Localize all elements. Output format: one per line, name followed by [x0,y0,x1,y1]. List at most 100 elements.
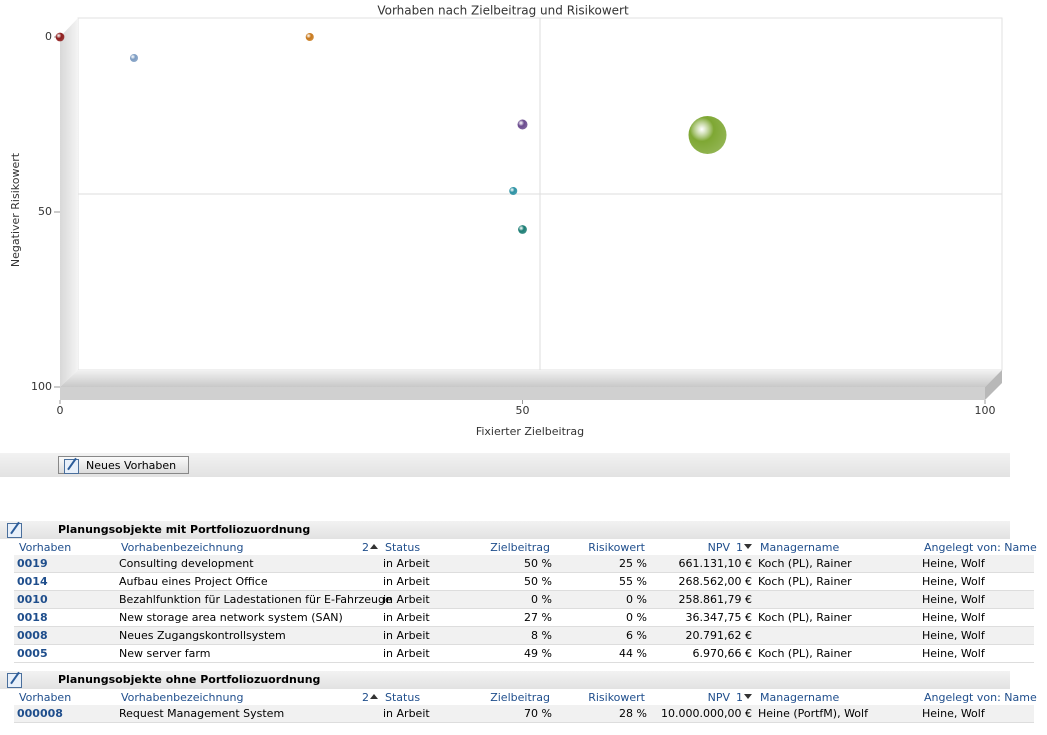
table-cell: in Arbeit [383,611,430,624]
section-bar [0,671,1010,689]
button-label: Neues Vorhaben [86,459,177,472]
column-header[interactable]: Status [385,691,421,704]
bubble [55,32,65,42]
table-cell: Koch (PL), Rainer [758,557,852,570]
column-header[interactable]: Risikowert [588,541,645,554]
project-link[interactable]: 0008 [17,629,48,642]
table-cell: Heine, Wolf [922,647,985,660]
table-cell: Bezahlfunktion für Ladestationen für E-F… [119,593,392,606]
section-icon [7,523,22,538]
table-cell: 55 % [619,575,647,588]
table-cell: 8 % [531,629,552,642]
table-cell: 0 % [626,593,647,606]
section-icon [7,673,22,688]
table-cell: Heine, Wolf [922,557,985,570]
table-cell: Neues Zugangskontrollsystem [119,629,286,642]
table-cell: Koch (PL), Rainer [758,575,852,588]
y-tick-label: 50 [38,205,52,218]
project-link[interactable]: 0010 [17,593,48,606]
column-header[interactable]: Vorhabenbezeichnung [121,541,244,554]
column-header[interactable]: NPV [707,691,730,704]
table-cell: Heine, Wolf [922,707,985,720]
sort-arrow [744,694,752,699]
plot-floor-side [985,370,1002,400]
table-cell: New storage area network system (SAN) [119,611,343,624]
column-header[interactable]: Managername [760,541,840,554]
table-cell: 70 % [524,707,552,720]
project-link[interactable]: 0014 [17,575,48,588]
plot-left-wall [60,18,78,387]
y-tick-label: 100 [31,380,52,393]
table-cell: Consulting development [119,557,254,570]
y-tick-label: 0 [45,30,52,43]
sort-rank: 2 [362,541,369,554]
column-header[interactable]: Zielbeitrag [490,691,550,704]
table-cell: 27 % [524,611,552,624]
table-cell: Request Management System [119,707,285,720]
column-header[interactable]: Status [385,541,421,554]
table-cell: 6.970,66 € [692,647,752,660]
column-header[interactable]: Zielbeitrag [490,541,550,554]
bubble [688,116,727,154]
table-cell: in Arbeit [383,575,430,588]
table-cell: 268.562,00 € [678,575,752,588]
chart-title: Vorhaben nach Zielbeitrag und Risikowert [377,4,629,18]
column-header[interactable]: Managername [760,691,840,704]
table-cell: in Arbeit [383,557,430,570]
sort-rank: 1 [736,541,743,554]
table-cell: 28 % [619,707,647,720]
sort-arrow [370,694,378,699]
column-header[interactable]: Vorhabenbezeichnung [121,691,244,704]
table-cell: 36.347,75 € [685,611,752,624]
x-tick-label: 50 [516,404,530,417]
bubble [305,32,314,42]
table-cell: 50 % [524,575,552,588]
bubble [518,225,527,234]
table-row [14,555,1034,573]
table-cell: 258.861,79 € [678,593,752,606]
project-link[interactable]: 000008 [17,707,63,720]
table-row [14,591,1034,609]
button-icon [64,459,79,474]
table-cell: in Arbeit [383,629,430,642]
project-link[interactable]: 0019 [17,557,48,570]
column-header[interactable]: Angelegt von: Name [924,691,1037,704]
column-header[interactable]: Risikowert [588,691,645,704]
project-link[interactable]: 0005 [17,647,48,660]
table-cell: 0 % [626,611,647,624]
table-cell: 49 % [524,647,552,660]
table-row [14,705,1034,723]
x-tick-label: 100 [975,404,996,417]
section-title: Planungsobjekte mit Portfoliozuordnung [58,523,311,536]
column-header[interactable]: Vorhaben [19,691,72,704]
bubble [517,119,528,130]
bubble [129,53,139,63]
table-cell: 6 % [626,629,647,642]
column-header[interactable]: NPV [707,541,730,554]
y-axis-label: Negativer Risikowert [9,152,22,267]
project-link[interactable]: 0018 [17,611,48,624]
new-project-button[interactable]: Neues Vorhaben [58,456,189,474]
table-cell: in Arbeit [383,647,430,660]
table-cell: Heine, Wolf [922,629,985,642]
sort-arrow [744,544,752,549]
table-row [14,627,1034,645]
sort-arrow [370,544,378,549]
x-axis-label: Fixierter Zielbeitrag [476,425,584,438]
column-header[interactable]: Vorhaben [19,541,72,554]
table-cell: Heine, Wolf [922,611,985,624]
table-cell: 44 % [619,647,647,660]
table-cell: 10.000.000,00 € [661,707,752,720]
table-cell: 50 % [524,557,552,570]
column-header[interactable]: Angelegt von: Name [924,541,1037,554]
x-tick-label: 0 [57,404,64,417]
plot-floor-edge [60,387,985,400]
table-row [14,645,1034,663]
sort-rank: 1 [736,691,743,704]
table-cell: 20.791,62 € [685,629,752,642]
plot-floor [60,370,1002,387]
sort-rank: 2 [362,691,369,704]
chart: Vorhaben nach Zielbeitrag und Risikowert… [9,4,1003,438]
table-cell: 0 % [531,593,552,606]
